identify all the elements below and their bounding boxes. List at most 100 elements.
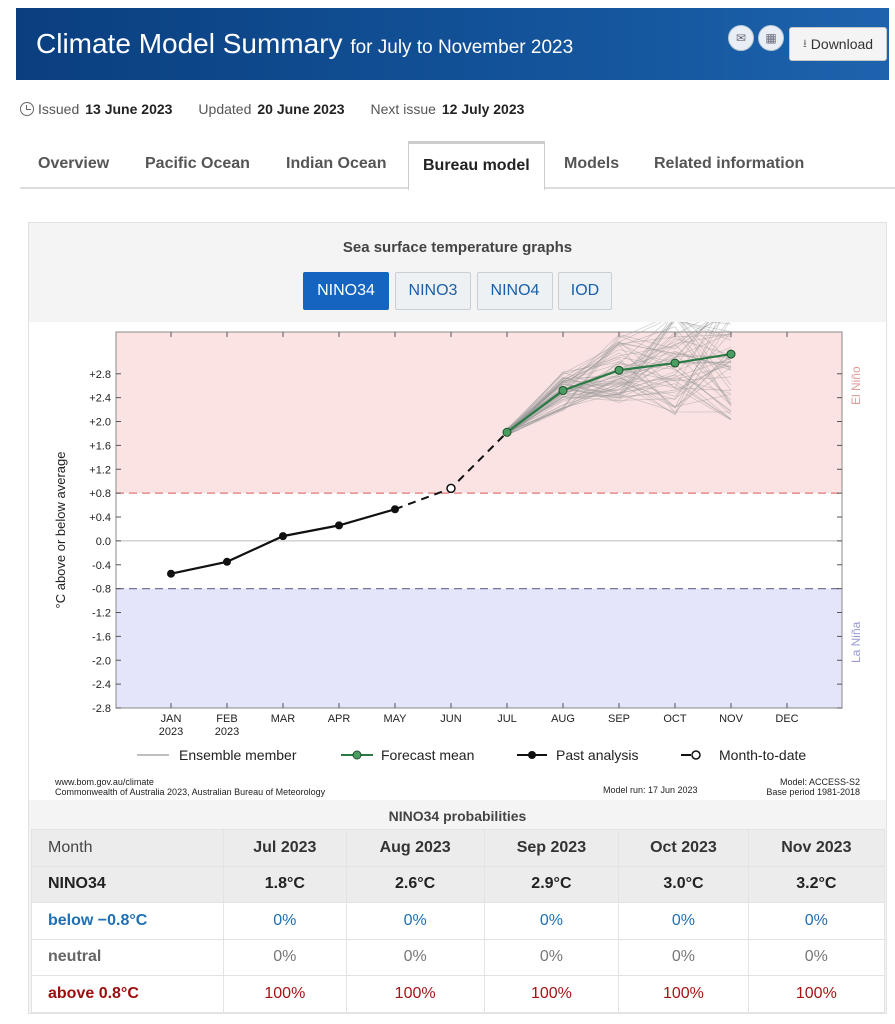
issued-label: Issued (38, 101, 80, 117)
ensemble-member-line (506, 361, 732, 433)
ensemble-member-line (506, 355, 732, 430)
forecast-mean-point (726, 349, 736, 359)
ensemble-member-line (506, 383, 732, 436)
y-tick-label: +1.2 (89, 464, 111, 476)
ensemble-member-line (506, 322, 732, 435)
index-button-nino34[interactable]: NINO34 (303, 272, 389, 310)
y-tick-label: +1.6 (89, 440, 111, 452)
ensemble-member-line (506, 322, 732, 432)
index-button-nino3[interactable]: NINO3 (395, 272, 471, 310)
index-button-nino4[interactable]: NINO4 (477, 272, 553, 310)
ensemble-member-line (506, 322, 732, 435)
table-cell: 100% (618, 975, 749, 1013)
table-cell: 0% (747, 938, 886, 976)
ensemble-member-line (506, 377, 732, 433)
ensemble-member-line (506, 358, 732, 430)
panel-title: Sea surface temperature graphs (342, 239, 573, 256)
model-name: Model: ACCESS-S2 (779, 777, 860, 787)
ensemble-member-line (506, 353, 732, 435)
table-cell: 0% (618, 938, 749, 976)
title-subtitle: for July to November 2023 (350, 37, 574, 58)
download-button[interactable]: ⭳ Download (789, 27, 887, 61)
table-cell: 100% (345, 975, 485, 1013)
index-button-iod[interactable]: IOD (558, 272, 612, 310)
ensemble-member-line (506, 331, 732, 434)
calendar-icon[interactable]: ▦ (758, 25, 784, 51)
y-tick-label: -2.8 (92, 703, 111, 715)
legend-mtd-marker (691, 750, 701, 760)
title-text: Climate Model Summary (36, 28, 343, 59)
tab-models[interactable]: Models (564, 155, 620, 172)
tab-indian-ocean[interactable]: Indian Ocean (286, 155, 387, 172)
table-header-row: Month Jul 2023 Aug 2023 Sep 2023 Oct 202… (31, 829, 886, 867)
table-row-below: below −0.8°C 0% 0% 0% 0% 0% (31, 902, 886, 940)
ensemble-member-line (506, 353, 732, 431)
y-tick-label: -1.2 (92, 608, 111, 620)
table-cell: 3.0°C (618, 865, 749, 903)
table-cell: 100% (747, 975, 886, 1013)
past-analysis-point (279, 532, 287, 541)
ensemble-member-line (506, 342, 732, 433)
download-label: Download (810, 36, 874, 52)
ensemble-member-line (506, 376, 732, 430)
table-cell: 1.8°C (223, 865, 347, 903)
table-cell: 0% (223, 902, 347, 940)
month-column: Jul 2023 (223, 829, 347, 867)
legend-past-label: Past analysis (556, 747, 638, 763)
ensemble-member-line (506, 322, 732, 435)
next-issue-date: 12 July 2023 (441, 101, 525, 117)
table-row-nino34: NINO34 1.8°C 2.6°C 2.9°C 3.0°C 3.2°C (31, 865, 886, 903)
month-column: Aug 2023 (345, 829, 485, 867)
ensemble-member-line (506, 344, 732, 436)
plot-frame (115, 331, 843, 709)
tab-pacific-ocean[interactable]: Pacific Ocean (145, 155, 250, 172)
ensemble-member-line (506, 322, 700, 431)
ensemble-member-line (506, 334, 732, 430)
legend-mtd-label: Month-to-date (719, 747, 806, 763)
month-column: Oct 2023 (618, 829, 749, 867)
tab-related-information[interactable]: Related information (654, 155, 805, 172)
download-icon: ⭳ (802, 37, 807, 50)
y-tick-label: -0.8 (92, 584, 111, 596)
month-to-date-point (446, 483, 456, 494)
ensemble-member-line (506, 343, 732, 430)
table-row-above: above 0.8°C 100% 100% 100% 100% 100% (31, 975, 886, 1013)
ensemble-member-line (506, 360, 732, 436)
y-tick-label: -2.4 (92, 679, 111, 691)
probabilities-table: Month Jul 2023 Aug 2023 Sep 2023 Oct 202… (31, 829, 886, 1013)
tab-bar: Overview Pacific Ocean Indian Ocean Bure… (20, 141, 895, 191)
tab-overview[interactable]: Overview (38, 155, 110, 172)
ensemble-member-line (506, 374, 732, 436)
x-tick-year-label: 2023 (159, 726, 183, 738)
updated-date: 20 June 2023 (257, 101, 345, 117)
email-icon[interactable]: ✉ (728, 25, 754, 51)
x-tick-label: JUN (440, 713, 461, 725)
table-row-neutral: neutral 0% 0% 0% 0% 0% (31, 938, 886, 976)
table-cell: 100% (223, 975, 347, 1013)
y-tick-label: +2.4 (89, 393, 111, 405)
table-cell: 3.2°C (747, 865, 886, 903)
la-nina-zone (116, 588, 842, 708)
ensemble-member-line (506, 322, 732, 434)
month-column: Nov 2023 (747, 829, 886, 867)
ensemble-member-line (506, 365, 732, 434)
ensemble-member-line (506, 376, 732, 435)
sst-graph-panel: Sea surface temperature graphs NINO34 NI… (28, 222, 887, 1014)
page-header: Climate Model Summary for July to Novemb… (16, 8, 889, 80)
table-cell: 0% (223, 938, 347, 976)
next-issue-label: Next issue (370, 101, 436, 117)
x-tick-label: SEP (608, 713, 630, 725)
x-tick-label: JAN (161, 713, 182, 725)
sst-chart: +2.8 +2.4 +2.0 +1.6 +1.2 +0.8 +0.4 0.0 -0.4 -0.8 -… (29, 322, 886, 800)
past-analysis-point (167, 569, 175, 578)
past-analysis-point (335, 521, 343, 530)
table-cell: 100% (483, 975, 620, 1013)
ensemble-member-line (506, 363, 732, 433)
el-nino-zone (116, 332, 842, 494)
table-cell: 0% (618, 902, 749, 940)
tab-bureau-model[interactable]: Bureau model (408, 141, 545, 191)
ensemble-member-line (506, 349, 732, 434)
ensemble-member-line (506, 322, 730, 436)
model-run: Model run: 17 Jun 2023 (603, 785, 698, 795)
ensemble-member-line (506, 346, 732, 433)
